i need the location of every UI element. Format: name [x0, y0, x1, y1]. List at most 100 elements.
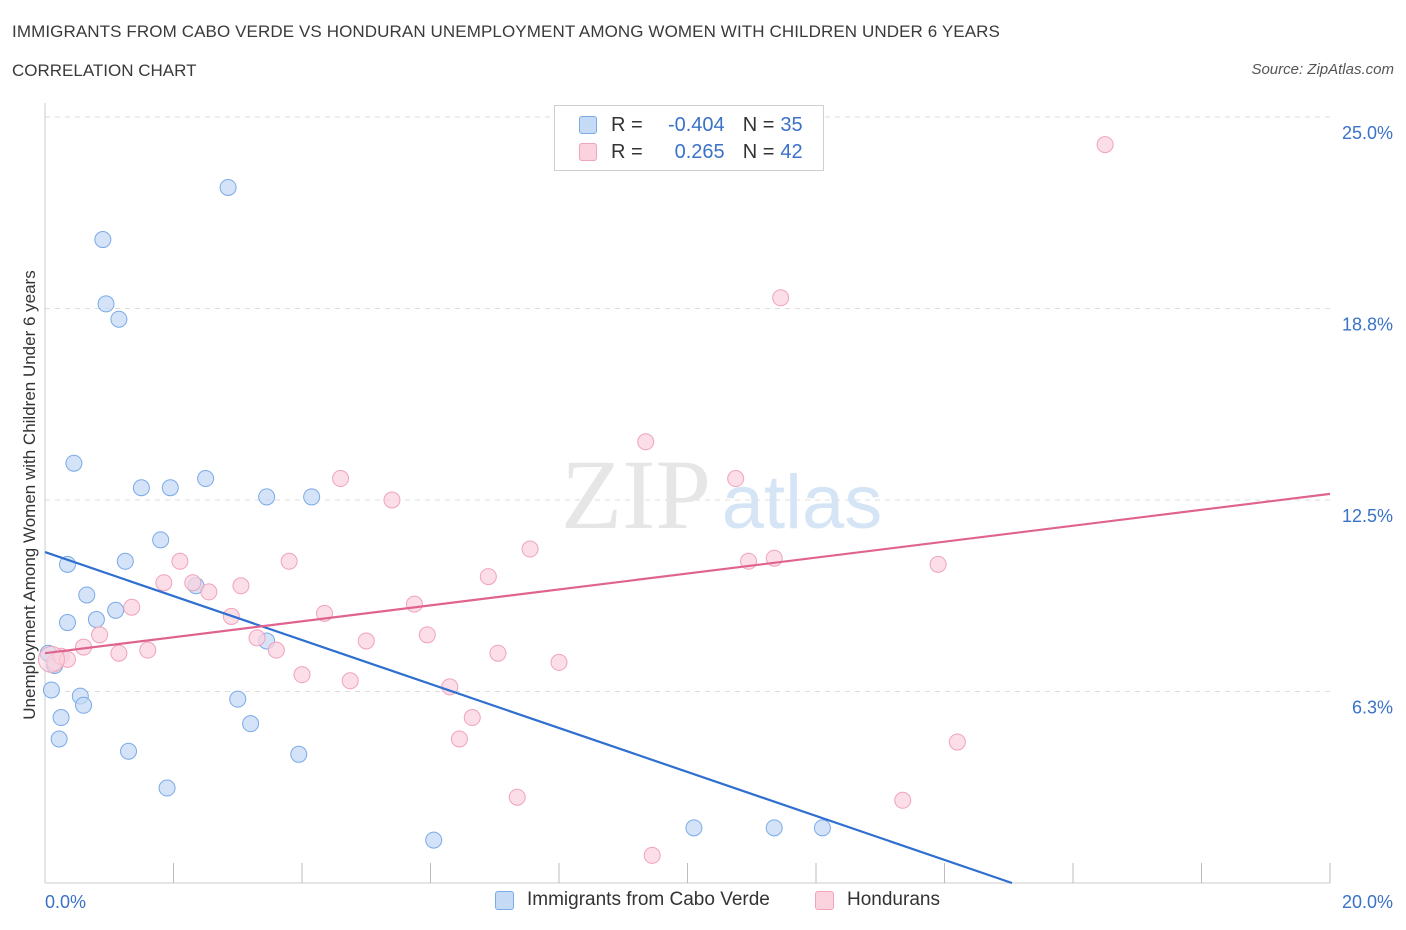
point-hondurans: [357, 632, 375, 650]
grid-lines: [45, 116, 1330, 692]
point-cabo-verde: [161, 479, 179, 497]
point-cabo-verde: [50, 730, 68, 748]
point-cabo-verde: [52, 709, 70, 727]
point-cabo-verde: [75, 696, 93, 714]
watermark-atlas: atlas: [722, 460, 883, 545]
point-hondurans: [184, 574, 202, 592]
point-hondurans: [293, 666, 311, 684]
point-hondurans: [139, 641, 157, 659]
point-hondurans: [479, 568, 497, 586]
stats-legend: R = -0.404 N = 35 R = 0.265 N = 42: [554, 105, 824, 171]
point-hondurans: [332, 470, 350, 488]
point-cabo-verde: [258, 488, 276, 506]
point-cabo-verde: [425, 831, 443, 849]
bottom-legend-cabo-verde: Immigrants from Cabo Verde: [495, 889, 770, 911]
legend-r-value: -0.404: [667, 113, 725, 136]
point-hondurans: [341, 672, 359, 690]
point-hondurans: [637, 433, 655, 451]
x-tick-label: 20.0%: [1342, 892, 1393, 912]
legend-r-label: R =: [611, 140, 643, 163]
point-cabo-verde: [65, 454, 83, 472]
point-hondurans: [405, 595, 423, 613]
bottom-legend-swatch-pink: [815, 890, 834, 910]
point-hondurans: [521, 540, 539, 558]
legend-r-value: 0.265: [674, 140, 725, 163]
point-hondurans: [110, 644, 128, 662]
point-hondurans: [463, 709, 481, 727]
point-cabo-verde: [303, 488, 321, 506]
watermark-zip: ZIP: [561, 439, 711, 550]
point-cabo-verde: [120, 742, 138, 760]
point-hondurans: [280, 552, 298, 570]
point-cabo-verde: [116, 552, 134, 570]
point-cabo-verde: [219, 178, 237, 196]
chart-source: Source: ZipAtlas.com: [1251, 61, 1394, 78]
point-cabo-verde: [685, 819, 703, 837]
legend-n-value: 35: [780, 113, 803, 136]
point-hondurans: [37, 645, 65, 673]
point-hondurans: [948, 733, 966, 751]
point-hondurans: [508, 788, 526, 806]
point-cabo-verde: [58, 614, 76, 632]
trend-lines: [44, 492, 1331, 885]
point-hondurans: [550, 653, 568, 671]
bottom-legend-swatch-blue: [495, 890, 514, 910]
point-cabo-verde: [152, 531, 170, 549]
point-hondurans: [894, 791, 912, 809]
trend-line-hondurans: [44, 492, 1331, 655]
point-cabo-verde: [132, 479, 150, 497]
legend-row-cabo-verde: R = -0.404 N = 35: [579, 112, 803, 138]
tick-labels: 25.0% 18.8% 12.5% 6.3% 0.0% 20.0%: [45, 123, 1393, 912]
legend-r-label: R =: [611, 113, 643, 136]
point-cabo-verde: [87, 610, 105, 628]
point-cabo-verde: [107, 601, 125, 619]
point-hondurans: [155, 574, 173, 592]
legend-row-hondurans: R = 0.265 N = 42: [579, 139, 803, 165]
trend-line-cabo-verde: [44, 551, 1013, 885]
bottom-legend-label: Hondurans: [847, 889, 940, 910]
point-cabo-verde: [229, 690, 247, 708]
legend-swatch-pink: [579, 143, 597, 161]
point-hondurans: [91, 626, 109, 644]
axes: [44, 103, 1331, 884]
point-cabo-verde: [110, 310, 128, 328]
legend-n-label: N =: [742, 113, 775, 136]
point-hondurans: [232, 577, 250, 595]
point-hondurans: [248, 629, 266, 647]
point-hondurans: [418, 626, 436, 644]
point-cabo-verde: [94, 231, 112, 249]
data-points: [37, 136, 1114, 864]
point-hondurans: [171, 552, 189, 570]
point-hondurans: [450, 730, 468, 748]
point-hondurans: [929, 555, 947, 573]
chart-title: IMMIGRANTS FROM CABO VERDE VS HONDURAN U…: [12, 22, 1000, 41]
y-tick-label: 25.0%: [1342, 123, 1393, 143]
point-hondurans: [643, 846, 661, 864]
y-tick-label: 6.3%: [1352, 698, 1393, 718]
point-hondurans: [123, 598, 141, 616]
point-cabo-verde: [78, 586, 96, 604]
chart-subtitle: CORRELATION CHART: [12, 61, 197, 80]
point-cabo-verde: [97, 295, 115, 313]
y-tick-label: 18.8%: [1342, 315, 1393, 335]
point-cabo-verde: [158, 779, 176, 797]
x-tick-label: 0.0%: [45, 892, 86, 912]
point-hondurans: [200, 583, 218, 601]
legend-n-value: 42: [780, 140, 803, 163]
point-cabo-verde: [290, 745, 308, 763]
point-cabo-verde: [42, 681, 60, 699]
bottom-legend-label: Immigrants from Cabo Verde: [527, 889, 770, 910]
point-hondurans: [489, 644, 507, 662]
point-cabo-verde: [242, 715, 260, 733]
point-hondurans: [772, 289, 790, 307]
point-hondurans: [383, 491, 401, 509]
point-hondurans: [1096, 136, 1114, 154]
y-axis-label: Unemployment Among Women with Children U…: [20, 270, 39, 720]
legend-n-label: N =: [742, 140, 775, 163]
y-tick-label: 12.5%: [1342, 506, 1393, 526]
bottom-legend-hondurans: Hondurans: [815, 889, 940, 911]
point-cabo-verde: [197, 470, 215, 488]
point-hondurans: [267, 641, 285, 659]
point-cabo-verde: [813, 819, 831, 837]
